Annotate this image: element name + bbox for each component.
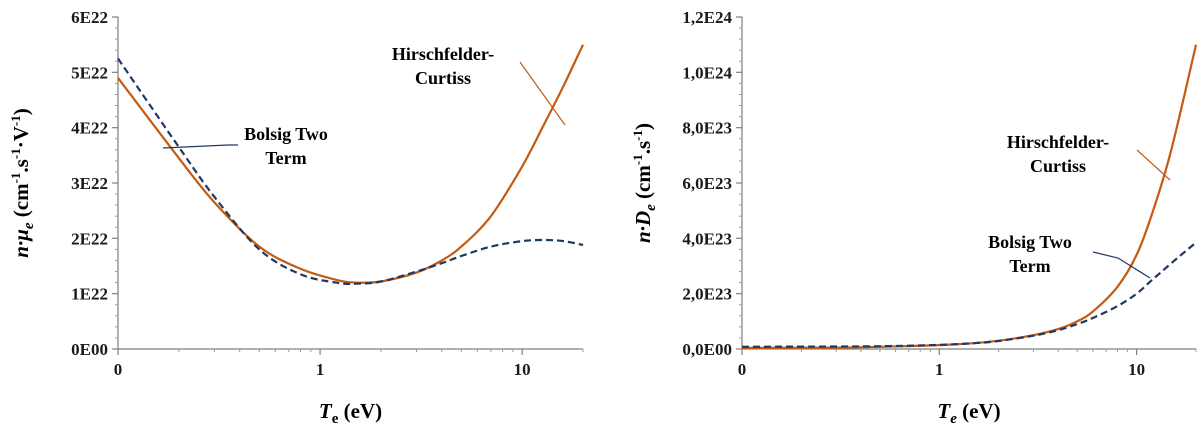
- x-tick-label: 0: [114, 360, 123, 379]
- y-tick-label: 1,0E24: [682, 63, 732, 82]
- x-tick-label: 0: [738, 360, 747, 379]
- y-tick-label: 4E22: [71, 119, 108, 138]
- y-tick-label: 2E22: [71, 229, 108, 248]
- annotation-leader: [1092, 251, 1151, 279]
- series-line-hirschfelder-curtiss: [741, 44, 1198, 349]
- y-tick-label: 8,0E23: [682, 119, 732, 138]
- y-tick-label: 4,0E23: [682, 229, 732, 248]
- y-tick-label: 3E22: [71, 174, 108, 193]
- series-line-bolsig-two-term: [117, 57, 584, 285]
- y-tick-label: 6,0E23: [682, 174, 732, 193]
- annotation-label: Hirschfelder-: [1007, 132, 1109, 152]
- y-tick-label: 5E22: [71, 63, 108, 82]
- y-tick-label: 2,0E23: [682, 285, 732, 304]
- y-tick-label: 6E22: [71, 8, 108, 27]
- annotation-label: Term: [265, 148, 306, 168]
- annotation-label: Curtiss: [1030, 156, 1086, 176]
- y-axis-title: n·μe (cm-1.s-1·V-1): [8, 108, 37, 257]
- mobility-chart: 0E00 1E22 2E22 3E22 4E22 5E22 6E22 0 1 10 Hirschfe…: [8, 8, 584, 427]
- x-axis-title: Te (eV): [937, 399, 1000, 427]
- annotation-label: Bolsig Two: [244, 124, 328, 144]
- series-line-hirschfelder-curtiss: [117, 44, 584, 284]
- annotation-label: Term: [1009, 256, 1050, 276]
- annotation-leader: [162, 144, 238, 149]
- y-tick-label: 0E00: [71, 340, 108, 359]
- annotation-label: Curtiss: [415, 68, 471, 88]
- series-line-bolsig-two-term: [741, 241, 1197, 348]
- x-tick-label: 1: [316, 360, 325, 379]
- diffusion-chart: 0,0E00 2,0E23 4,0E23 6,0E23 8,0E23 1,0E24 1,2E…: [630, 8, 1198, 427]
- annotation-label: Hirschfelder-: [392, 44, 494, 64]
- annotation-leader: [519, 61, 566, 126]
- y-tick-label: 0,0E00: [682, 340, 732, 359]
- x-tick-label: 10: [514, 360, 531, 379]
- annotation-label: Bolsig Two: [988, 232, 1072, 252]
- annotation-leader: [1136, 149, 1171, 181]
- y-tick-label: 1,2E24: [682, 8, 732, 27]
- x-tick-label: 10: [1128, 360, 1145, 379]
- x-tick-label: 1: [935, 360, 944, 379]
- y-tick-label: 1E22: [71, 285, 108, 304]
- x-axis-title: Te (eV): [319, 399, 382, 427]
- y-axis-title: n·De (cm-1.s-1): [630, 123, 659, 243]
